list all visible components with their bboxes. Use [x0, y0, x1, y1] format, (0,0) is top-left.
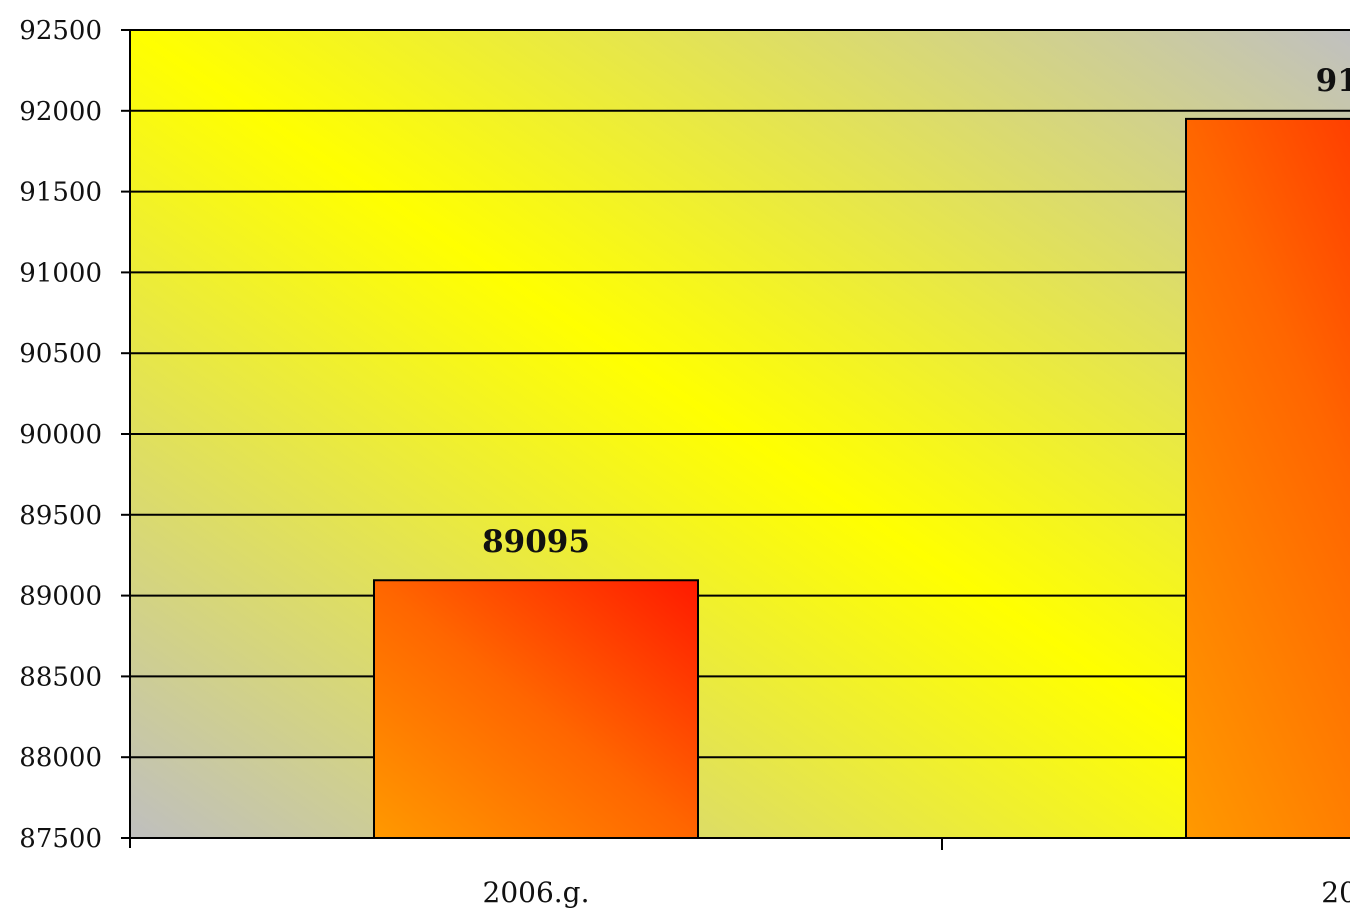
y-tick-label: 92000: [19, 97, 102, 127]
bar: [373, 579, 699, 839]
data-label: 919: [1316, 63, 1350, 99]
y-tick-label: 90500: [19, 339, 102, 369]
x-tick-label: 200: [1321, 876, 1350, 909]
bar: [1185, 117, 1350, 839]
y-tick-label: 91500: [19, 178, 102, 208]
y-tick-label: 89000: [19, 582, 102, 612]
axes: [121, 29, 1350, 850]
x-tick-label: 2006.g.: [483, 876, 590, 909]
y-tick-label: 87500: [19, 824, 102, 854]
labels: 92500 92000 91500 91000 90500 90000 89500 89000…: [19, 16, 1350, 909]
y-tick-label: 88500: [19, 662, 102, 692]
y-tick-label: 90000: [19, 420, 102, 450]
y-tick-label: 89500: [19, 501, 102, 531]
y-tick-label: 88000: [19, 743, 102, 773]
y-tick-label: 91000: [19, 258, 102, 288]
data-label: 89095: [482, 524, 590, 560]
gridlines: [130, 29, 1350, 759]
bars: [373, 117, 1350, 839]
y-tick-label: 92500: [19, 16, 102, 46]
